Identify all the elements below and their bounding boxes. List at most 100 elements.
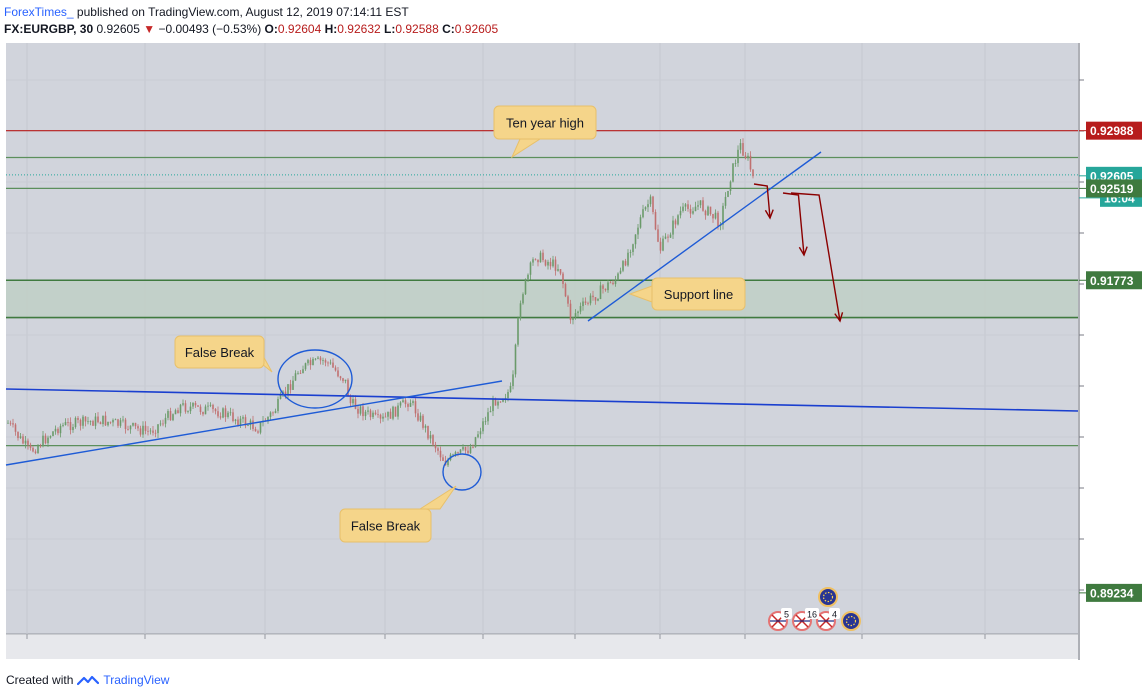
candle-body	[114, 419, 117, 421]
candle-body	[244, 417, 247, 426]
forecast-arrow-line	[790, 192, 841, 322]
candle-body	[382, 416, 384, 419]
candle-body	[109, 421, 112, 423]
candle-body	[554, 259, 557, 271]
candle-body	[572, 317, 574, 321]
candle-body	[134, 422, 137, 427]
candle-body	[9, 422, 12, 424]
candle-body	[182, 403, 184, 405]
candle-body	[459, 449, 462, 453]
candle-body	[19, 436, 22, 439]
candle-body	[64, 422, 67, 425]
candle-body	[677, 215, 679, 225]
candle-body	[104, 415, 107, 426]
candle-body	[39, 445, 42, 447]
candle-body	[129, 425, 132, 430]
tradingview-logo-icon	[77, 675, 100, 686]
candle-body	[299, 372, 302, 374]
candle-body	[647, 204, 649, 208]
candle-body	[534, 259, 537, 261]
candle-body	[57, 428, 59, 434]
candle-body	[384, 416, 387, 418]
candle-body	[657, 229, 659, 242]
candle-body	[442, 457, 444, 461]
candle-body	[472, 447, 474, 448]
candle-body	[297, 372, 299, 374]
candle-body	[309, 360, 312, 366]
candle-body	[527, 274, 529, 279]
support-zone	[6, 280, 1078, 318]
candle-body	[432, 435, 434, 445]
candle-body	[637, 227, 639, 235]
candle-body	[717, 212, 719, 227]
event-count-text: 16	[807, 610, 817, 620]
candle-body	[329, 362, 332, 364]
candle-body	[629, 251, 632, 253]
candle-body	[42, 435, 44, 447]
candle-body	[252, 420, 254, 429]
price-scale-label: 0.92988	[1079, 121, 1142, 140]
candle-body	[172, 414, 174, 421]
candle-body	[517, 317, 519, 345]
author-link[interactable]: ForexTimes_	[4, 5, 74, 19]
candle-body	[242, 417, 244, 419]
candle-body	[269, 412, 272, 417]
candle-body	[202, 411, 204, 415]
candle-body	[79, 419, 82, 426]
candle-body	[377, 414, 379, 416]
candle-body	[372, 412, 374, 418]
candle-body	[17, 431, 19, 439]
candle-body	[374, 412, 377, 415]
candle-body	[414, 401, 417, 414]
candle-body	[652, 196, 654, 212]
candle-body	[342, 378, 344, 382]
down-arrow-icon: ▼	[143, 22, 156, 36]
candle-body	[339, 376, 342, 379]
callout-box	[174, 335, 265, 369]
event-count-badge	[781, 608, 792, 619]
candle-body	[489, 411, 492, 413]
candle-body	[684, 204, 687, 207]
candle-body	[357, 408, 359, 414]
candle-body	[302, 369, 304, 374]
candle-body	[622, 261, 624, 271]
candle-body	[369, 410, 372, 418]
eu-flag-stars	[822, 591, 834, 603]
candle-body	[227, 412, 229, 418]
candle-body	[732, 163, 734, 182]
callout-bubble: Ten year high	[493, 105, 597, 159]
candle-body	[549, 261, 552, 267]
tradingview-brand[interactable]: TradingView	[103, 673, 170, 687]
candle-body	[417, 413, 419, 421]
candle-body	[237, 419, 239, 426]
candle-body	[249, 420, 252, 426]
candle-body	[692, 211, 694, 214]
candle-body	[694, 206, 697, 212]
candle-body	[174, 410, 177, 415]
candle-body	[702, 200, 704, 211]
false-break-circle	[442, 453, 482, 491]
candle-body	[524, 278, 527, 295]
candle-body	[89, 421, 92, 422]
candle-body	[222, 408, 224, 418]
candle-body	[394, 406, 397, 417]
candle-body	[229, 412, 232, 414]
candle-body	[54, 428, 57, 432]
candle-body	[747, 155, 749, 159]
candle-body	[447, 459, 449, 466]
candle-body	[729, 181, 732, 191]
candle-body	[272, 412, 274, 414]
candle-body	[197, 405, 199, 407]
candle-body	[317, 357, 319, 359]
candle-body	[752, 169, 754, 177]
candle-body	[627, 252, 629, 266]
eu-flag-icon	[841, 611, 861, 631]
candle-body	[167, 411, 169, 418]
candle-body	[679, 210, 682, 216]
candle-body	[219, 416, 222, 418]
candle-body	[474, 437, 477, 448]
candle-body	[619, 270, 622, 274]
candle-body	[217, 411, 219, 417]
publish-line: ForexTimes_ published on TradingView.com…	[4, 4, 498, 21]
